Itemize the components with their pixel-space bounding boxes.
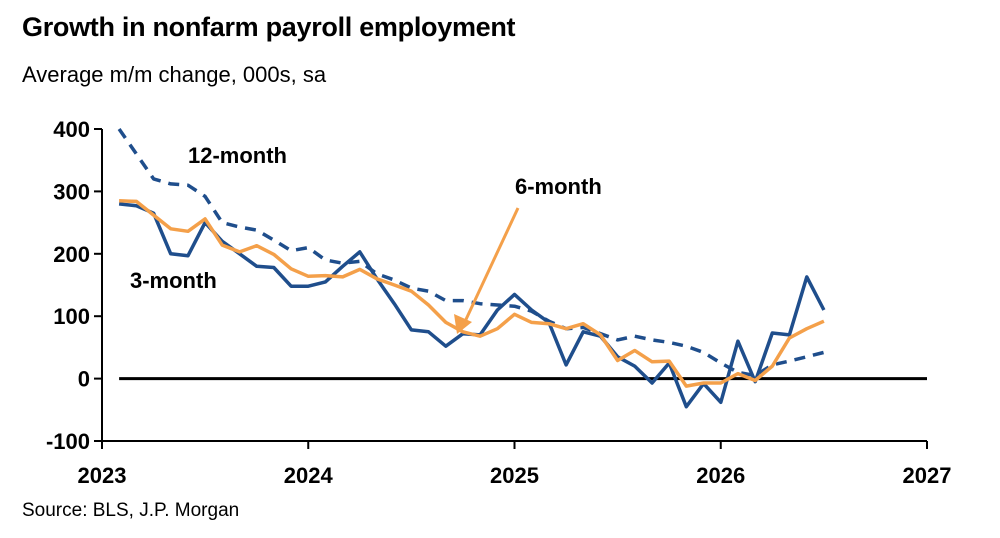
annotation-arrow-head — [454, 314, 472, 334]
y-tick-label: 100 — [53, 304, 90, 329]
y-tick-label: -100 — [46, 429, 90, 454]
x-tick-label: 2024 — [284, 463, 334, 488]
annotations: 12-month 6-month 3-month — [130, 143, 602, 334]
series-line-6-month — [119, 199, 825, 388]
y-tick-label: 200 — [53, 242, 90, 267]
x-tick-label: 2025 — [490, 463, 539, 488]
y-tick-label: 0 — [78, 367, 90, 392]
source-note: Source: BLS, J.P. Morgan — [22, 500, 240, 521]
x-tick-label: 2027 — [903, 463, 952, 488]
x-tick-label: 2026 — [696, 463, 745, 488]
chart-subtitle: Average m/m change, 000s, sa — [22, 62, 327, 87]
annotation-6-month: 6-month — [515, 174, 602, 199]
chart-title: Growth in nonfarm payroll employment — [22, 12, 516, 42]
annotation-12-month: 12-month — [188, 143, 287, 168]
y-tick-label: 400 — [53, 117, 90, 142]
series-line-12-month — [117, 128, 825, 378]
x-tick-label: 2023 — [78, 463, 127, 488]
annotation-3-month: 3-month — [130, 268, 217, 293]
series-group — [117, 128, 826, 409]
axes: 400 300 200 100 0 -100 2023 2024 2025 2026 2027 — [46, 117, 952, 488]
y-tick-label: 300 — [53, 179, 90, 204]
annotation-arrow-shaft — [460, 207, 520, 329]
